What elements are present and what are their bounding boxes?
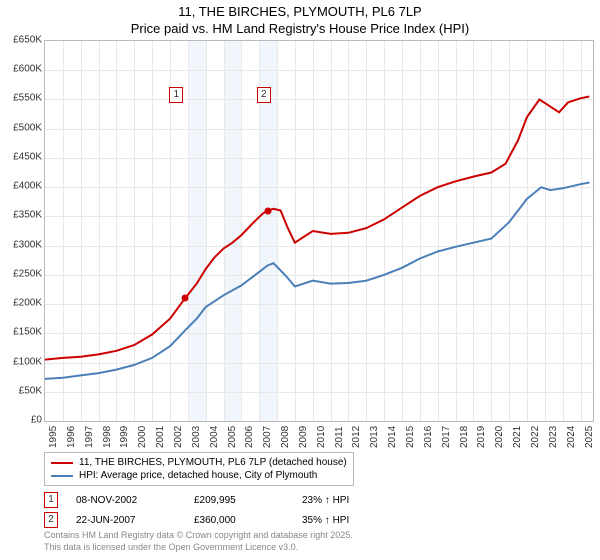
x-tick-label: 2018: [459, 426, 470, 448]
series-line-red: [45, 97, 589, 360]
legend-label: HPI: Average price, detached house, City…: [79, 470, 317, 481]
y-tick-label: £250K: [2, 268, 42, 279]
legend-label: 11, THE BIRCHES, PLYMOUTH, PL6 7LP (deta…: [79, 457, 347, 468]
footnote-delta: 35% ↑ HPI: [302, 515, 349, 526]
x-tick-label: 2011: [334, 426, 345, 448]
attribution: Contains HM Land Registry data © Crown c…: [44, 530, 353, 553]
x-tick-label: 2007: [262, 426, 273, 448]
series-line-blue: [45, 183, 589, 379]
x-tick-label: 1999: [119, 426, 130, 448]
x-tick-label: 1997: [84, 426, 95, 448]
x-tick-label: 2014: [387, 426, 398, 448]
footnote-row: 1 08-NOV-2002 £209,995 23% ↑ HPI: [44, 490, 592, 510]
marker-box-1: 1: [169, 87, 183, 103]
x-tick-label: 1998: [102, 426, 113, 448]
y-tick-label: £400K: [2, 181, 42, 192]
marker-dot-1: [182, 295, 189, 302]
y-tick-label: £600K: [2, 64, 42, 75]
x-tick-label: 2025: [584, 426, 595, 448]
chart-container: 11, THE BIRCHES, PLYMOUTH, PL6 7LP Price…: [0, 0, 600, 560]
x-tick-label: 2015: [405, 426, 416, 448]
footnote-row: 2 22-JUN-2007 £360,000 35% ↑ HPI: [44, 510, 592, 530]
y-tick-label: £200K: [2, 298, 42, 309]
y-tick-label: £500K: [2, 122, 42, 133]
x-tick-label: 2005: [227, 426, 238, 448]
x-tick-label: 1996: [66, 426, 77, 448]
marker-box-2: 2: [257, 87, 271, 103]
x-tick-label: 2012: [351, 426, 362, 448]
y-tick-label: £300K: [2, 239, 42, 250]
x-tick-label: 1995: [48, 426, 59, 448]
x-tick-label: 2021: [512, 426, 523, 448]
y-tick-label: £650K: [2, 35, 42, 46]
footnote-marker-2: 2: [44, 512, 58, 528]
y-tick-label: £0: [2, 415, 42, 426]
plot-area: 12: [44, 40, 594, 422]
footnotes: 1 08-NOV-2002 £209,995 23% ↑ HPI 2 22-JU…: [44, 490, 592, 530]
attribution-line2: This data is licensed under the Open Gov…: [44, 542, 353, 554]
y-tick-label: £50K: [2, 385, 42, 396]
y-tick-label: £550K: [2, 93, 42, 104]
legend: 11, THE BIRCHES, PLYMOUTH, PL6 7LP (deta…: [44, 452, 354, 486]
chart-lines-svg: [45, 41, 593, 421]
legend-item: HPI: Average price, detached house, City…: [51, 469, 347, 482]
legend-swatch-blue: [51, 475, 73, 477]
legend-swatch-red: [51, 462, 73, 464]
footnote-date: 22-JUN-2007: [76, 515, 176, 526]
y-tick-label: £450K: [2, 151, 42, 162]
x-tick-label: 2001: [155, 426, 166, 448]
title-line1: 11, THE BIRCHES, PLYMOUTH, PL6 7LP: [0, 4, 600, 21]
x-tick-label: 2003: [191, 426, 202, 448]
x-tick-label: 2017: [441, 426, 452, 448]
x-tick-label: 2024: [566, 426, 577, 448]
x-tick-label: 2020: [494, 426, 505, 448]
marker-dot-2: [264, 207, 271, 214]
y-tick-label: £350K: [2, 210, 42, 221]
x-tick-label: 2000: [137, 426, 148, 448]
footnote-marker-1: 1: [44, 492, 58, 508]
x-tick-label: 2002: [173, 426, 184, 448]
x-tick-label: 2006: [244, 426, 255, 448]
chart-title: 11, THE BIRCHES, PLYMOUTH, PL6 7LP Price…: [0, 0, 600, 38]
x-tick-label: 2010: [316, 426, 327, 448]
x-tick-label: 2004: [209, 426, 220, 448]
x-tick-label: 2016: [423, 426, 434, 448]
x-tick-label: 2019: [476, 426, 487, 448]
x-tick-label: 2022: [530, 426, 541, 448]
legend-item: 11, THE BIRCHES, PLYMOUTH, PL6 7LP (deta…: [51, 456, 347, 469]
y-tick-label: £100K: [2, 356, 42, 367]
x-tick-label: 2023: [548, 426, 559, 448]
x-tick-label: 2013: [369, 426, 380, 448]
footnote-date: 08-NOV-2002: [76, 495, 176, 506]
footnote-delta: 23% ↑ HPI: [302, 495, 349, 506]
x-tick-label: 2008: [280, 426, 291, 448]
footnote-price: £209,995: [194, 495, 284, 506]
attribution-line1: Contains HM Land Registry data © Crown c…: [44, 530, 353, 542]
y-tick-label: £150K: [2, 327, 42, 338]
footnote-price: £360,000: [194, 515, 284, 526]
x-tick-label: 2009: [298, 426, 309, 448]
title-line2: Price paid vs. HM Land Registry's House …: [0, 21, 600, 38]
